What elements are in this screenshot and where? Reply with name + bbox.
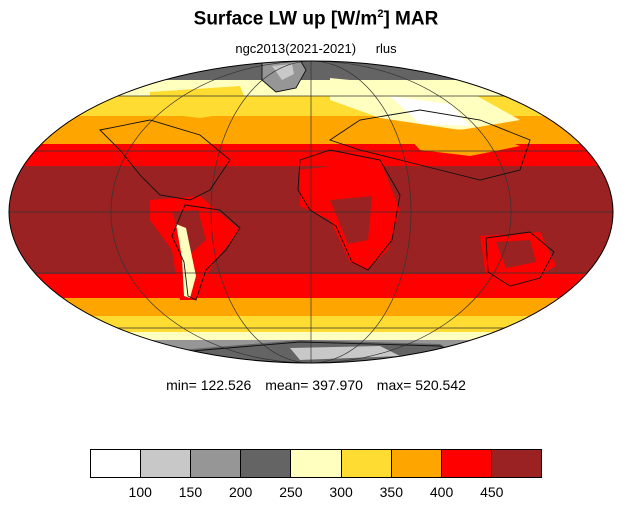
legend-label: 400 bbox=[429, 484, 454, 500]
legend-labels: 100 150 200 250 300 350 400 450 bbox=[90, 484, 542, 502]
band-south-red bbox=[9, 274, 613, 300]
legend-swatch bbox=[191, 450, 242, 477]
legend-swatch bbox=[141, 450, 192, 477]
stats-line: min= 122.526 mean= 397.970 max= 520.542 bbox=[0, 377, 632, 393]
stat-mean: mean= 397.970 bbox=[265, 377, 363, 393]
legend-swatch bbox=[441, 450, 492, 477]
legend-label: 300 bbox=[329, 484, 353, 500]
siberia-white bbox=[390, 96, 470, 126]
band-arctic-pale bbox=[9, 80, 613, 98]
andes-pale bbox=[176, 224, 196, 298]
africa-core bbox=[330, 196, 372, 244]
band-north-orange bbox=[9, 116, 613, 146]
greenland-light bbox=[272, 64, 294, 80]
legend-label: 250 bbox=[279, 484, 303, 500]
subtitle-dataset: ngc2013(2021-2021) bbox=[235, 41, 357, 56]
band-north-red bbox=[9, 144, 613, 168]
antarctica-light bbox=[290, 346, 400, 360]
legend-label: 350 bbox=[379, 484, 404, 500]
legend-swatch bbox=[91, 450, 142, 477]
legend-swatch bbox=[491, 450, 541, 477]
title-suffix: ] MAR bbox=[383, 8, 439, 30]
legend-label: 200 bbox=[228, 484, 253, 500]
color-legend bbox=[90, 449, 542, 478]
map-field bbox=[9, 61, 613, 363]
canada-pale bbox=[150, 86, 250, 118]
stat-min: min= 122.526 bbox=[166, 377, 252, 393]
legend-swatch bbox=[291, 450, 342, 477]
south-america-core bbox=[172, 210, 206, 256]
globe-outline bbox=[8, 60, 614, 364]
band-south-yellow bbox=[9, 316, 613, 334]
band-south-orange bbox=[9, 298, 613, 318]
stat-max: max= 520.542 bbox=[376, 377, 466, 393]
title-superscript: 2 bbox=[377, 8, 384, 20]
subtitle-variable: rlus bbox=[375, 41, 397, 56]
legend-label: 100 bbox=[128, 484, 152, 500]
legend-label: 150 bbox=[178, 484, 203, 500]
asia-orange bbox=[400, 128, 520, 156]
legend-label: 450 bbox=[480, 484, 504, 500]
legend-swatch bbox=[391, 450, 442, 477]
legend-swatch bbox=[341, 450, 392, 477]
legend-swatch bbox=[241, 450, 292, 477]
australia-core bbox=[496, 240, 536, 268]
title-text: Surface LW up [W/m bbox=[193, 8, 378, 30]
map-subtitle: ngc2013(2021-2021) rlus bbox=[0, 41, 632, 56]
map-title: Surface LW up [W/m2] MAR bbox=[0, 8, 632, 30]
